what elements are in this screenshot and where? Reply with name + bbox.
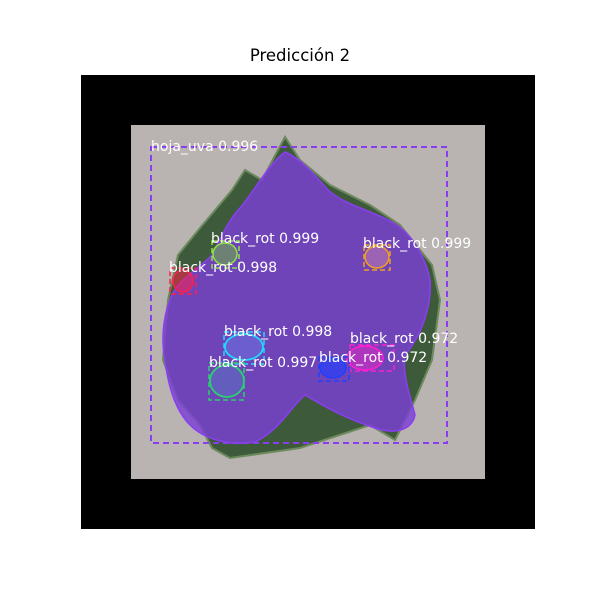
label-black-rot-2: black_rot 0.998: [169, 260, 277, 276]
lesion-orange: [363, 244, 391, 271]
label-black-rot-4: black_rot 0.998: [224, 324, 332, 340]
lesion-magenta: [346, 344, 395, 372]
figure-title: Predicción 2: [249, 46, 351, 65]
label-hoja-uva: hoja_uva 0.996: [151, 139, 258, 155]
leaf-bounding-box: [150, 146, 448, 444]
label-black-rot-1: black_rot 0.999: [211, 231, 319, 247]
label-black-rot-3: black_rot 0.999: [363, 236, 471, 252]
lesion-red: [169, 267, 197, 295]
label-black-rot-6: black_rot 0.972: [350, 331, 458, 347]
label-black-rot-5: black_rot 0.997: [209, 355, 317, 371]
lesion-green-light: [211, 240, 240, 269]
lesion-blue: [318, 356, 350, 382]
label-black-rot-7: black_rot 0.972: [319, 350, 427, 366]
lesion-green: [208, 362, 245, 401]
lesion-cyan: [223, 331, 265, 365]
